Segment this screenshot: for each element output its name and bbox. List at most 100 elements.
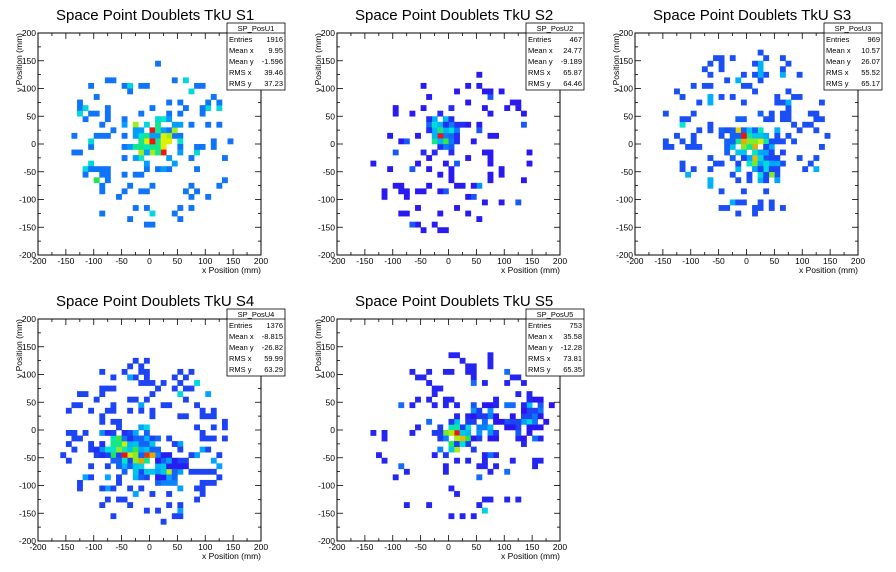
- x-tick-label: 0: [147, 542, 152, 552]
- x-tick-label: 100: [497, 256, 511, 266]
- heatmap-cell: [487, 110, 494, 117]
- x-tick-label: -150: [356, 256, 373, 266]
- heatmap-cell: [138, 380, 145, 386]
- heatmap-cell: [724, 144, 731, 150]
- heatmap-cell: [431, 127, 438, 134]
- heatmap-cell: [504, 105, 511, 111]
- heatmap-cell: [470, 513, 477, 520]
- heatmap-cell: [221, 177, 228, 184]
- heatmap-cell: [470, 413, 477, 420]
- heatmap-cell: [509, 413, 516, 420]
- heatmap-cell: [757, 155, 764, 161]
- y-tick-label: -100: [616, 195, 633, 205]
- heatmap-cell: [520, 418, 527, 425]
- heatmap-cell: [454, 446, 460, 453]
- heatmap-cell: [149, 468, 156, 475]
- heatmap-cell: [194, 452, 200, 459]
- heatmap-cell: [718, 160, 725, 167]
- heatmap-cell: [166, 457, 173, 464]
- heatmap-cell: [182, 374, 189, 381]
- heatmap-cell: [104, 385, 111, 392]
- heatmap-cell: [674, 88, 680, 95]
- heatmap-cell: [199, 82, 206, 89]
- heatmap-cell: [171, 160, 178, 167]
- heatmap-cell: [532, 457, 539, 464]
- heatmap-cell: [99, 441, 106, 447]
- heatmap-cell: [470, 182, 477, 189]
- heatmap-cell: [99, 446, 106, 453]
- heatmap-cell: [127, 430, 134, 436]
- heatmap-cell: [724, 77, 731, 84]
- heatmap-cell: [127, 144, 134, 150]
- heatmap-cell: [470, 363, 477, 370]
- heatmap-cell: [155, 132, 161, 139]
- x-tick-label: 50: [472, 256, 482, 266]
- heatmap-cell: [470, 374, 477, 381]
- heatmap-cell: [465, 418, 472, 425]
- heatmap-cell: [110, 77, 117, 84]
- heatmap-cell: [227, 138, 234, 145]
- heatmap-cell: [110, 385, 117, 392]
- heatmap-cell: [88, 166, 95, 173]
- heatmap-cell: [110, 407, 117, 414]
- heatmap-cell: [679, 138, 686, 145]
- heatmap-cell: [138, 171, 145, 178]
- heatmap-cell: [82, 474, 89, 481]
- heatmap-cell: [509, 457, 516, 464]
- heatmap-cell: [779, 138, 786, 145]
- heatmap-cell: [718, 205, 725, 211]
- heatmap-cell: [487, 430, 494, 436]
- heatmap-cell: [138, 144, 145, 150]
- heatmap-cell: [493, 435, 499, 442]
- x-tick-label: -100: [85, 542, 102, 552]
- heatmap-cell: [448, 144, 455, 150]
- heatmap-cell: [459, 121, 466, 128]
- stats-histogram-name: SP_PosU3: [835, 24, 872, 33]
- heatmap-cell: [93, 94, 100, 100]
- heatmap-cell: [121, 463, 128, 470]
- stats-box: SP_PosU5 Entries 753 Mean x 35.58 Mean y -12.2…: [525, 308, 585, 377]
- heatmap-cell: [448, 513, 455, 520]
- x-tick-label: 200: [254, 542, 268, 552]
- heatmap-cell: [454, 418, 460, 425]
- y-tick-label: -100: [19, 195, 36, 205]
- heatmap-cell: [746, 82, 753, 89]
- heatmap-cell: [409, 110, 416, 117]
- heatmap-cell: [437, 446, 444, 453]
- heatmap-cell: [426, 182, 433, 189]
- heatmap-cell: [381, 457, 388, 464]
- heatmap-cell: [498, 88, 505, 95]
- heatmap-cell: [498, 166, 505, 173]
- heatmap-cell: [752, 127, 758, 134]
- heatmap-cell: [116, 446, 122, 453]
- heatmap-cell: [746, 155, 753, 161]
- heatmap-cell: [470, 407, 477, 414]
- heatmap-cell: [132, 491, 139, 497]
- heatmap-cell: [171, 77, 178, 84]
- heatmap-cell: [532, 418, 539, 425]
- heatmap-cell: [160, 457, 167, 464]
- heatmap-cell: [155, 166, 161, 173]
- heatmap-cell: [481, 199, 488, 206]
- heatmap-cell: [696, 127, 703, 134]
- heatmap-cell: [99, 182, 106, 189]
- heatmap-cell: [448, 396, 455, 403]
- heatmap-cell: [718, 60, 725, 67]
- heatmap-cell: [82, 166, 89, 173]
- heatmap-cell: [537, 457, 544, 464]
- heatmap-cell: [735, 116, 742, 123]
- heatmap-cell: [431, 402, 438, 409]
- stats-label: Mean y: [528, 57, 553, 66]
- heatmap-cell: [487, 496, 494, 503]
- heatmap-cell: [487, 171, 494, 178]
- heatmap-cell: [526, 424, 533, 431]
- heatmap-cell: [132, 441, 139, 447]
- heatmap-cell: [210, 407, 217, 414]
- heatmap-cell: [785, 132, 792, 139]
- heatmap-cell: [216, 452, 223, 459]
- heatmap-cell: [442, 127, 449, 134]
- y-tick-label: 150: [22, 342, 36, 352]
- x-tick-label: 150: [525, 256, 539, 266]
- x-tick-label: 150: [823, 256, 837, 266]
- heatmap-cell: [205, 446, 212, 453]
